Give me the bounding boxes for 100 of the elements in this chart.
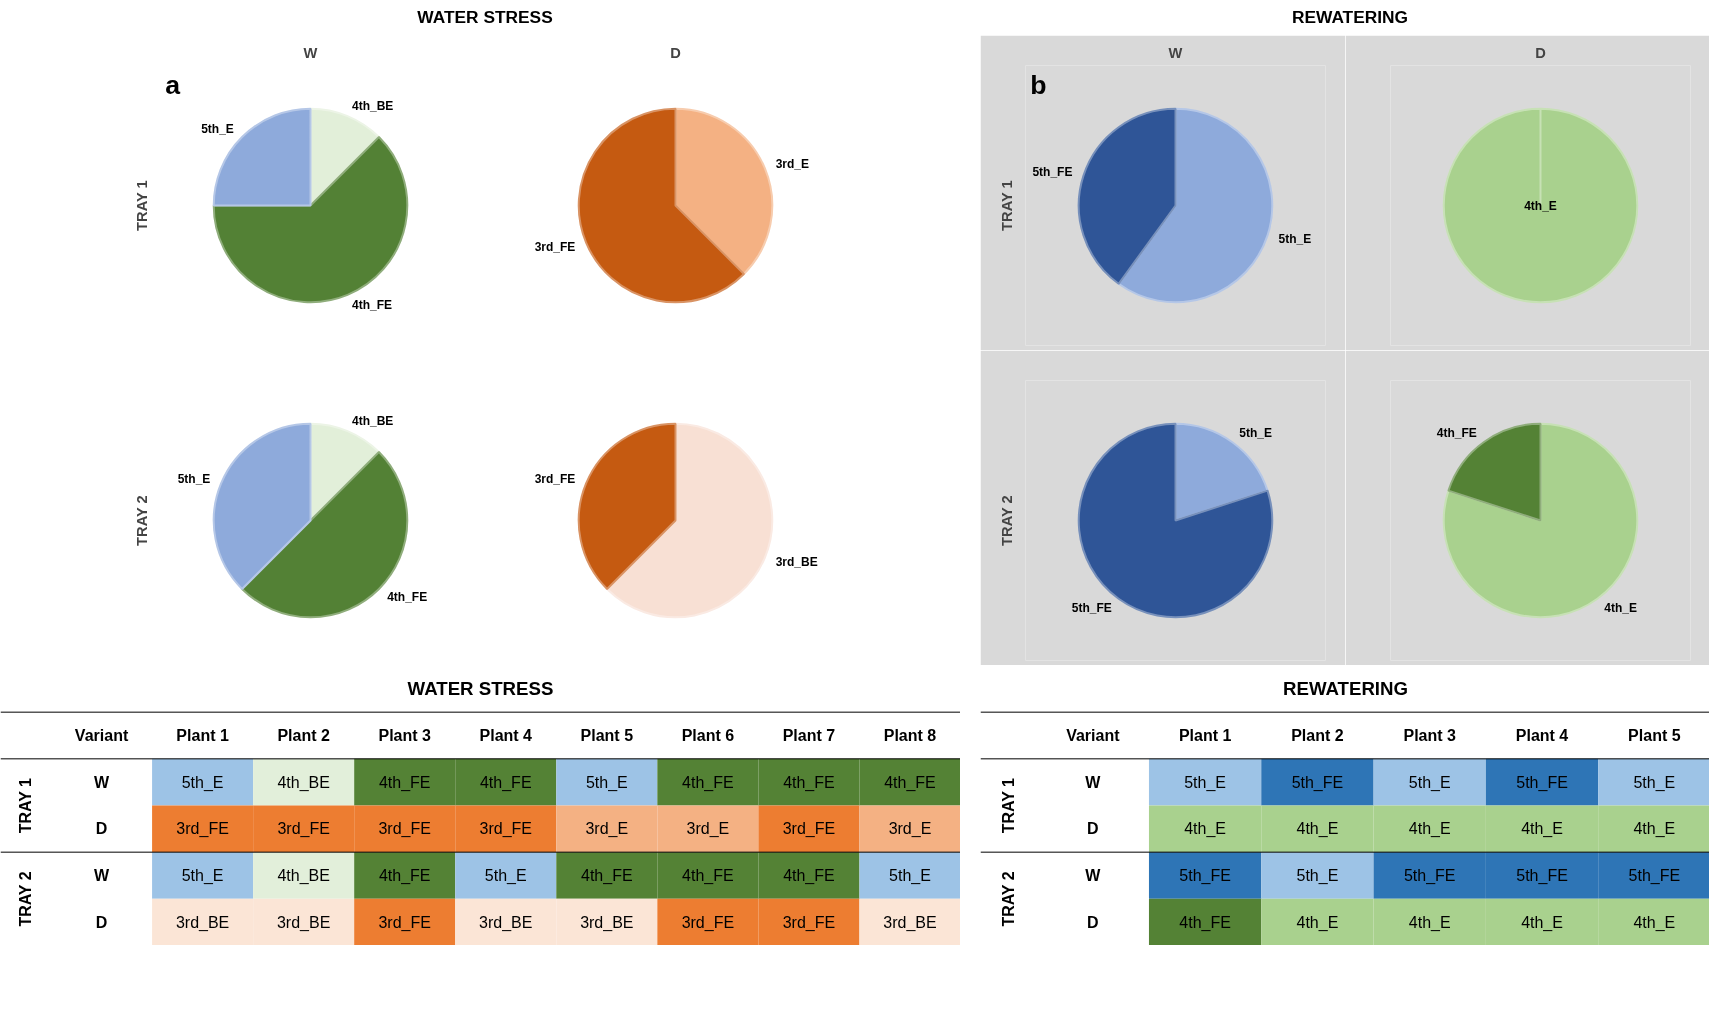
text: 5th_E <box>484 866 527 884</box>
text: 3rd_FE <box>277 820 330 838</box>
text: 4th_E <box>1521 820 1563 838</box>
slice-label: 3rd_BE <box>775 554 818 569</box>
text: TRAY 1 <box>17 777 35 833</box>
slice-label: 5th_E <box>201 121 234 136</box>
category-label: Plant 4 <box>1515 726 1569 744</box>
text: Variant <box>1066 726 1121 744</box>
category-label: D <box>1087 913 1099 931</box>
category-label: D <box>1087 820 1099 838</box>
slice-label: 4th_FE <box>1436 425 1477 440</box>
text: 3rd_FE <box>378 820 431 838</box>
text: 3rd_E <box>888 820 932 838</box>
text: 4th_FE <box>682 773 734 791</box>
category-label: Plant 2 <box>277 726 330 744</box>
category-label: Plant 3 <box>378 726 432 744</box>
text: REWATERING <box>1291 6 1409 29</box>
text: 3rd_BE <box>276 913 331 931</box>
category-label: D <box>95 913 108 931</box>
text: 5th_E <box>1184 773 1227 791</box>
text: TRAY 2 <box>133 495 150 546</box>
text: 3rd_FE <box>782 820 836 838</box>
text: 4th_E <box>1184 820 1227 838</box>
text: WATER STRESS <box>417 6 553 29</box>
slice-label: 3rd_E <box>775 156 809 171</box>
text: 3rd_BE <box>580 913 634 931</box>
chart-title: D <box>1535 44 1546 61</box>
text: TRAY 1 <box>998 180 1015 231</box>
category-label: Plant 2 <box>1291 726 1344 744</box>
text: 4th_E <box>1408 820 1451 838</box>
text: b <box>1030 70 1047 101</box>
text: WATER STRESS <box>407 678 554 700</box>
text: 5th_E <box>181 773 224 791</box>
slice-label: 5th_FE <box>1032 164 1073 179</box>
text: 5th_E <box>889 866 931 884</box>
text: 4th_E <box>1521 913 1563 931</box>
category-label: W <box>1085 866 1101 884</box>
slice-label: 5th_E <box>177 471 211 486</box>
text: 4th_FE <box>378 866 431 884</box>
text: TRAY 2 <box>17 871 35 927</box>
text: 4th_FE <box>581 866 633 884</box>
category-label: W <box>94 866 110 884</box>
chart-title: W <box>303 44 318 61</box>
text: 4th_FE <box>884 773 936 791</box>
text: REWATERING <box>1282 678 1409 700</box>
text: 4th_BE <box>277 866 330 884</box>
text: 5th_E <box>1633 773 1676 791</box>
text: 5th_FE <box>1516 866 1568 884</box>
category-label: Plant 1 <box>176 726 229 744</box>
slice-label: 5th_E <box>1239 425 1272 440</box>
text: 4th_FE <box>378 773 431 791</box>
text: 3rd_BE <box>883 913 937 931</box>
category-label: Plant 4 <box>479 726 533 744</box>
category-label: D <box>95 820 108 838</box>
text: 4th_E <box>1633 820 1676 838</box>
text: 5th_FE <box>1403 866 1456 884</box>
text: 5th_E <box>1296 866 1339 884</box>
category-label: W <box>94 773 110 791</box>
category-label: Plant 8 <box>883 726 937 744</box>
category-label: Plant 3 <box>1403 726 1457 744</box>
text: 4th_E <box>1633 913 1676 931</box>
text: 4th_FE <box>1179 913 1231 931</box>
slice-label: 4th_E <box>1604 600 1637 615</box>
slice-label: 4th_BE <box>351 413 394 428</box>
text: 3rd_E <box>585 820 629 838</box>
text: 5th_FE <box>1291 773 1344 791</box>
text: TRAY 1 <box>133 180 150 231</box>
chart-title: D <box>670 44 681 61</box>
slice-label: 4th_FE <box>351 298 392 313</box>
text: 3rd_FE <box>782 913 836 931</box>
slice-label: 4th_E <box>1524 198 1557 213</box>
text: 3rd_FE <box>681 913 735 931</box>
text: 4th_FE <box>479 773 532 791</box>
text: 3rd_FE <box>479 820 532 838</box>
text: 5th_FE <box>1628 866 1681 884</box>
text: 4th_FE <box>783 866 835 884</box>
text: 5th_E <box>1408 773 1451 791</box>
text: 4th_E <box>1296 820 1339 838</box>
text: a <box>165 70 181 101</box>
text: 5th_FE <box>1516 773 1568 791</box>
text: 3rd_FE <box>176 820 229 838</box>
slice-label: 5th_E <box>1278 231 1312 246</box>
slice-label: 5th_FE <box>1071 600 1112 615</box>
slice-label: 4th_FE <box>387 589 428 604</box>
text: 5th_E <box>181 866 224 884</box>
text: Variant <box>74 726 129 744</box>
text: TRAY 1 <box>1000 777 1018 833</box>
text: 5th_FE <box>1179 866 1231 884</box>
text: 3rd_BE <box>175 913 230 931</box>
text: 3rd_FE <box>378 913 431 931</box>
text: 4th_FE <box>682 866 734 884</box>
category-label: Plant 5 <box>1628 726 1681 744</box>
slice-label: 3rd_FE <box>534 471 576 486</box>
slice-label: 4th_BE <box>351 98 394 113</box>
category-label: Plant 1 <box>1178 726 1232 744</box>
slice-label: 3rd_FE <box>534 239 576 254</box>
category-label: W <box>1085 773 1101 791</box>
text: 5th_E <box>585 773 628 791</box>
category-label: Plant 7 <box>782 726 836 744</box>
text: 4th_FE <box>783 773 835 791</box>
